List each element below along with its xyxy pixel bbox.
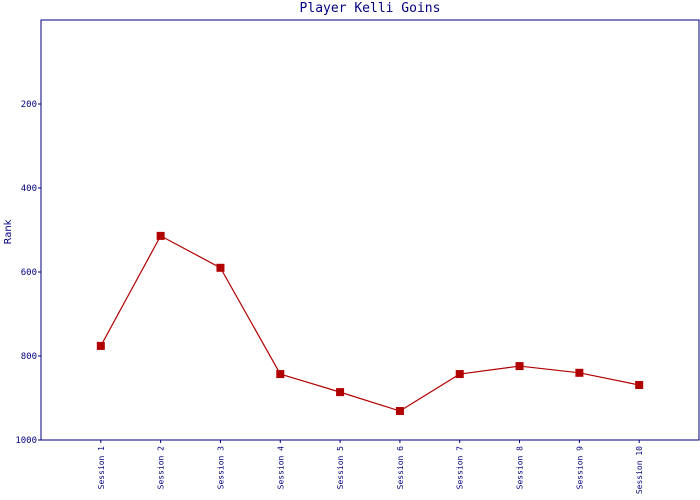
y-tick-label: 200 bbox=[21, 100, 37, 110]
y-axis-label: Rank bbox=[3, 219, 14, 244]
x-tick-label: Session 4 bbox=[276, 446, 285, 490]
data-point bbox=[395, 407, 404, 416]
y-tick-label: 600 bbox=[21, 268, 37, 278]
data-point bbox=[455, 370, 464, 379]
x-tick-label: Session 7 bbox=[456, 446, 465, 490]
data-point bbox=[96, 341, 105, 350]
x-tick-label: Session 6 bbox=[396, 446, 405, 490]
plot-frame bbox=[40, 19, 700, 441]
x-tick-label: Session 1 bbox=[97, 446, 106, 490]
y-tick-label: 400 bbox=[21, 184, 37, 194]
data-point bbox=[575, 368, 584, 377]
series-line bbox=[100, 235, 640, 412]
chart-title: Player Kelli Goins bbox=[300, 1, 441, 16]
y-tick-label: 1000 bbox=[15, 436, 37, 446]
x-tick-label: Session 9 bbox=[575, 446, 584, 490]
data-point bbox=[276, 370, 285, 379]
data-point bbox=[515, 362, 524, 371]
data-point bbox=[216, 263, 225, 272]
data-point bbox=[156, 231, 165, 240]
x-tick-label: Session 3 bbox=[216, 446, 225, 490]
x-tick-label: Session 8 bbox=[516, 446, 525, 490]
data-point bbox=[336, 388, 345, 397]
x-tick-label: Session 2 bbox=[157, 446, 166, 490]
x-tick-label: Session 10 bbox=[635, 446, 644, 494]
data-point bbox=[635, 380, 644, 389]
y-tick-label: 800 bbox=[21, 352, 37, 362]
x-tick-label: Session 5 bbox=[336, 446, 345, 490]
